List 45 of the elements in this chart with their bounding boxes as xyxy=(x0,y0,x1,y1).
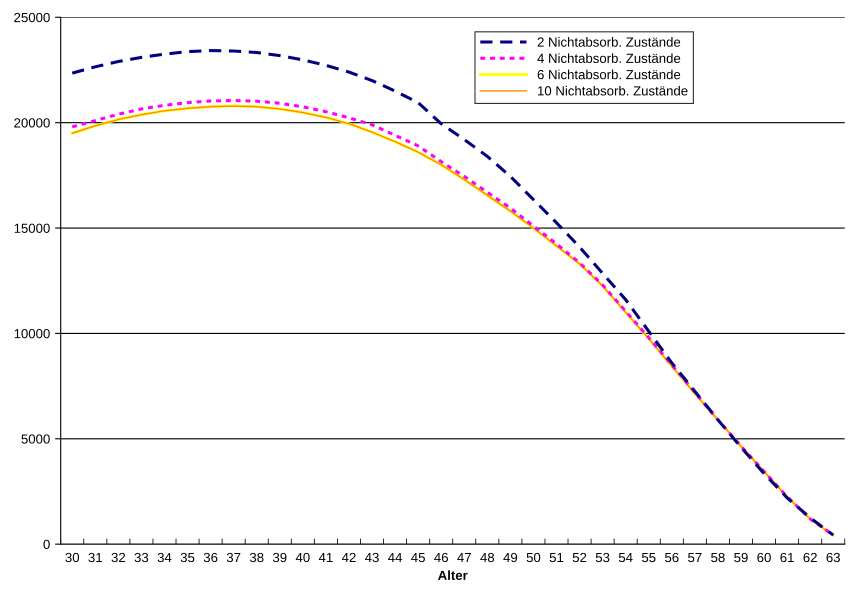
x-tick-label: 49 xyxy=(503,552,518,562)
x-tick-label: 48 xyxy=(480,552,494,562)
x-tick-label: 38 xyxy=(250,552,264,562)
x-tick-label: 30 xyxy=(65,552,80,562)
x-axis-title: Alter xyxy=(438,570,468,580)
y-tick-label: 15000 xyxy=(14,224,50,233)
legend-label: 2 Nichtabsorb. Zustände xyxy=(538,37,680,47)
x-tick-label: 59 xyxy=(734,552,748,562)
x-tick-label: 60 xyxy=(757,552,771,562)
x-tick-label: 37 xyxy=(226,552,240,562)
x-tick-label: 47 xyxy=(457,552,471,562)
x-tick-label: 42 xyxy=(342,552,356,562)
y-tick-label: 5000 xyxy=(21,434,50,444)
x-tick-label: 58 xyxy=(711,552,725,562)
x-tick-label: 46 xyxy=(434,552,448,562)
x-tick-label: 40 xyxy=(296,552,310,562)
x-tick-label: 53 xyxy=(596,552,610,562)
x-tick-label: 61 xyxy=(780,552,794,562)
x-tick-label: 36 xyxy=(204,552,218,562)
y-tick-label: 0 xyxy=(43,540,50,550)
legend-label: 4 Nichtabsorb. Zustände xyxy=(537,53,680,64)
x-tick-label: 50 xyxy=(526,552,540,562)
x-tick-label: 34 xyxy=(158,552,172,562)
x-tick-label: 33 xyxy=(134,552,148,562)
legend-label: 10 Nichtabsorb. Zustände xyxy=(538,86,688,96)
x-tick-label: 52 xyxy=(572,552,586,562)
y-tick-label: 10000 xyxy=(14,328,50,338)
legend-label: 6 Nichtabsorb. Zustände xyxy=(538,70,680,80)
x-tick-label: 63 xyxy=(826,552,840,562)
x-tick-label: 35 xyxy=(180,552,194,562)
x-tick-label: 44 xyxy=(388,552,402,562)
x-tick-label: 39 xyxy=(272,552,286,562)
x-tick-label: 62 xyxy=(803,552,817,562)
y-tick-label: 20000 xyxy=(14,118,50,128)
x-tick-label: 54 xyxy=(618,552,633,562)
x-tick-label: 32 xyxy=(112,552,126,562)
x-tick-label: 41 xyxy=(318,552,333,562)
x-tick-label: 57 xyxy=(688,552,702,562)
y-tick-label: 25000 xyxy=(14,12,50,22)
x-tick-label: 43 xyxy=(364,552,379,562)
x-tick-label: 51 xyxy=(550,552,564,562)
x-tick-label: 55 xyxy=(642,552,656,562)
x-tick-label: 31 xyxy=(88,552,102,562)
x-tick-label: 45 xyxy=(411,552,425,562)
x-tick-label: 56 xyxy=(664,552,679,562)
